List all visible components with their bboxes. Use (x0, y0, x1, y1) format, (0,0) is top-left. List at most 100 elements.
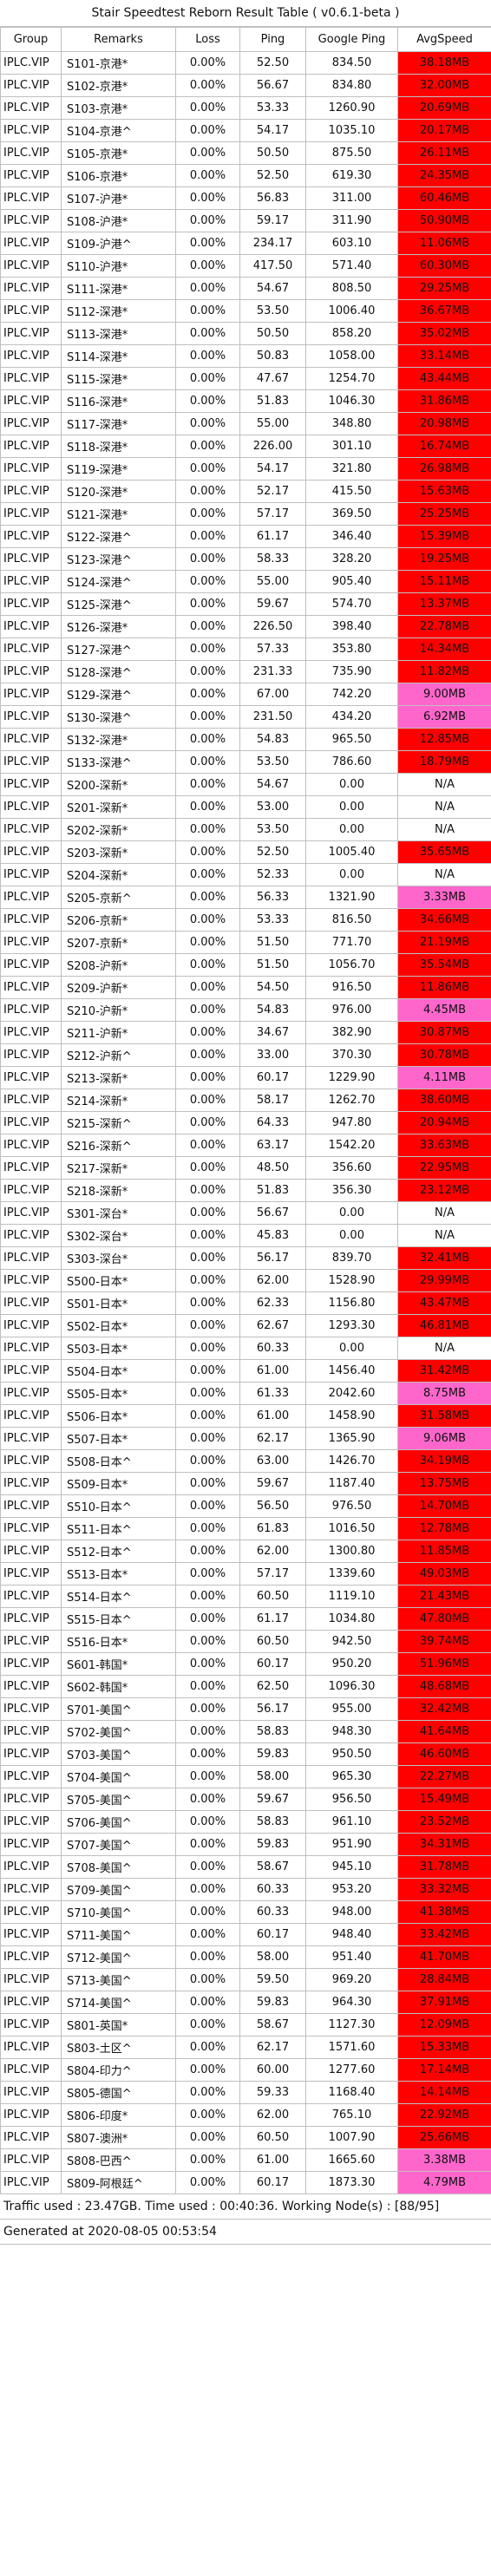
avgspeed-cell: 14.70MB (397, 1494, 491, 1518)
avgspeed-cell: 6.92MB (397, 705, 491, 729)
loss-cell: 0.00% (175, 1337, 240, 1360)
remarks-cell: S125-深港^ (61, 592, 176, 616)
table-row: IPLC.VIP S129-深港^ 0.00% 67.00 742.20 9.00MB (0, 683, 491, 706)
avgspeed-cell: 43.44MB (397, 367, 491, 390)
remarks-cell: S203-深新* (61, 840, 176, 864)
table-row: IPLC.VIP S218-深新* 0.00% 51.83 356.30 23.12MB (0, 1179, 491, 1202)
google-ping-cell: 356.30 (305, 1179, 398, 1202)
group-cell: IPLC.VIP (0, 976, 62, 999)
remarks-cell: S121-深港* (61, 502, 176, 526)
loss-cell: 0.00% (175, 750, 240, 774)
avgspeed-cell: N/A (397, 863, 491, 886)
column-header-group: Group (0, 27, 62, 52)
group-cell: IPLC.VIP (0, 480, 62, 503)
table-row: IPLC.VIP S117-深港* 0.00% 55.00 348.80 20.98MB (0, 412, 491, 435)
page-title: Stair Speedtest Reborn Result Table ( v0… (0, 0, 491, 27)
remarks-cell: S503-日本* (61, 1337, 176, 1360)
column-header-google-ping: Google Ping (305, 27, 398, 52)
group-cell: IPLC.VIP (0, 1900, 62, 1924)
ping-cell: 62.33 (239, 1291, 306, 1315)
google-ping-cell: 1058.00 (305, 344, 398, 368)
ping-cell: 59.67 (239, 592, 306, 616)
table-row: IPLC.VIP S807-澳洲* 0.00% 60.50 1007.90 25.66MB (0, 2126, 491, 2149)
avgspeed-cell: 36.67MB (397, 299, 491, 323)
table-row: IPLC.VIP S208-沪新* 0.00% 51.50 1056.70 35.54MB (0, 953, 491, 977)
google-ping-cell: 0.00 (305, 1337, 398, 1360)
ping-cell: 59.83 (239, 1991, 306, 2014)
remarks-cell: S108-沪港* (61, 209, 176, 232)
avgspeed-cell: N/A (397, 818, 491, 841)
ping-cell: 54.17 (239, 119, 306, 142)
loss-cell: 0.00% (175, 886, 240, 909)
ping-cell: 52.50 (239, 51, 306, 75)
loss-cell: 0.00% (175, 998, 240, 1022)
ping-cell: 58.67 (239, 1855, 306, 1879)
table-row: IPLC.VIP S109-沪港^ 0.00% 234.17 603.10 11.06MB (0, 232, 491, 255)
remarks-cell: S128-深港^ (61, 660, 176, 683)
group-cell: IPLC.VIP (0, 1945, 62, 1969)
loss-cell: 0.00% (175, 2058, 240, 2082)
table-row: IPLC.VIP S110-沪港* 0.00% 417.50 571.40 60.30MB (0, 254, 491, 278)
remarks-cell: S806-印度* (61, 2103, 176, 2127)
google-ping-cell: 948.30 (305, 1720, 398, 1743)
loss-cell: 0.00% (175, 660, 240, 683)
loss-cell: 0.00% (175, 1607, 240, 1631)
ping-cell: 62.67 (239, 1314, 306, 1337)
table-row: IPLC.VIP S513-日本* 0.00% 57.17 1339.60 49.03MB (0, 1562, 491, 1585)
ping-cell: 59.50 (239, 1968, 306, 1991)
loss-cell: 0.00% (175, 976, 240, 999)
google-ping-cell: 1665.60 (305, 2148, 398, 2172)
table-row: IPLC.VIP S714-美国^ 0.00% 59.83 964.30 37.91MB (0, 1991, 491, 2014)
google-ping-cell: 1035.10 (305, 119, 398, 142)
loss-cell: 0.00% (175, 1833, 240, 1856)
remarks-cell: S127-深港^ (61, 637, 176, 661)
table-row: IPLC.VIP S214-深新* 0.00% 58.17 1262.70 38.60MB (0, 1089, 491, 1112)
table-row: IPLC.VIP S104-京港^ 0.00% 54.17 1035.10 20.17MB (0, 119, 491, 142)
loss-cell: 0.00% (175, 1269, 240, 1292)
group-cell: IPLC.VIP (0, 931, 62, 954)
table-row: IPLC.VIP S706-美国^ 0.00% 58.83 961.10 23.52MB (0, 1810, 491, 1834)
ping-cell: 61.17 (239, 525, 306, 548)
google-ping-cell: 0.00 (305, 863, 398, 886)
google-ping-cell: 0.00 (305, 818, 398, 841)
group-cell: IPLC.VIP (0, 592, 62, 616)
table-row: IPLC.VIP S808-巴西^ 0.00% 61.00 1665.60 3.38MB (0, 2148, 491, 2172)
table-row: IPLC.VIP S133-深港^ 0.00% 53.50 786.60 18.79MB (0, 750, 491, 774)
group-cell: IPLC.VIP (0, 209, 62, 232)
remarks-cell: S123-深港^ (61, 547, 176, 571)
google-ping-cell: 786.60 (305, 750, 398, 774)
google-ping-cell: 1873.30 (305, 2171, 398, 2194)
ping-cell: 34.67 (239, 1021, 306, 1044)
group-cell: IPLC.VIP (0, 1675, 62, 1698)
google-ping-cell: 1156.80 (305, 1291, 398, 1315)
avgspeed-cell: 29.25MB (397, 277, 491, 300)
avgspeed-cell: 25.66MB (397, 2126, 491, 2149)
remarks-cell: S801-英国* (61, 2013, 176, 2037)
remarks-cell: S205-京新^ (61, 886, 176, 909)
group-cell: IPLC.VIP (0, 1337, 62, 1360)
loss-cell: 0.00% (175, 1246, 240, 1270)
group-cell: IPLC.VIP (0, 1855, 62, 1879)
table-row: IPLC.VIP S102-京港* 0.00% 56.67 834.80 32.00MB (0, 74, 491, 97)
remarks-cell: S516-日本* (61, 1630, 176, 1653)
table-row: IPLC.VIP S803-土区^ 0.00% 62.17 1571.60 15.33MB (0, 2036, 491, 2059)
avgspeed-cell: 49.03MB (397, 1562, 491, 1585)
loss-cell: 0.00% (175, 953, 240, 977)
google-ping-cell: 1168.40 (305, 2081, 398, 2104)
column-header-avgspeed: AvgSpeed (397, 27, 491, 52)
avgspeed-cell: 23.52MB (397, 1810, 491, 1834)
google-ping-cell: 619.30 (305, 164, 398, 187)
table-row: IPLC.VIP S215-深新^ 0.00% 64.33 947.80 20.94MB (0, 1111, 491, 1134)
google-ping-cell: 839.70 (305, 1246, 398, 1270)
avgspeed-cell: 39.74MB (397, 1630, 491, 1653)
remarks-cell: S515-日本^ (61, 1607, 176, 1631)
remarks-cell: S114-深港* (61, 344, 176, 368)
avgspeed-cell: 35.54MB (397, 953, 491, 977)
remarks-cell: S509-日本* (61, 1472, 176, 1495)
avgspeed-cell: 19.25MB (397, 547, 491, 571)
remarks-cell: S216-深新^ (61, 1134, 176, 1157)
table-row: IPLC.VIP S115-深港* 0.00% 47.67 1254.70 43.44MB (0, 367, 491, 390)
ping-cell: 56.67 (239, 74, 306, 97)
group-cell: IPLC.VIP (0, 502, 62, 526)
remarks-cell: S705-美国^ (61, 1788, 176, 1811)
